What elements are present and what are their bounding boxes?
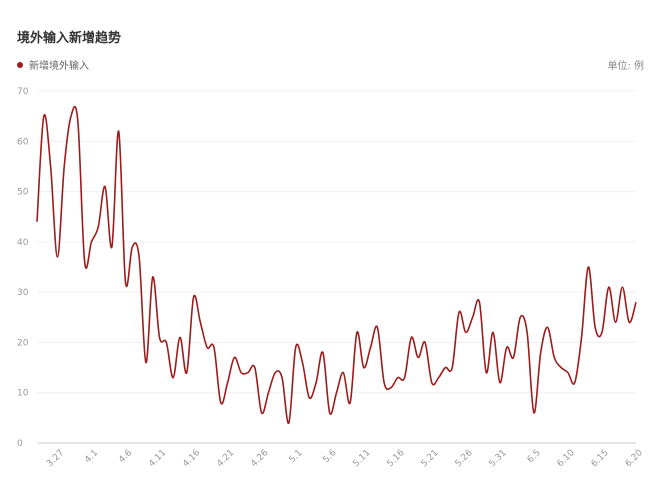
x-tick-label: 4.1 bbox=[83, 448, 100, 465]
x-tick-label: 5.6 bbox=[321, 448, 338, 465]
y-tick-label: 20 bbox=[17, 338, 29, 348]
x-tick-label: 4.11 bbox=[147, 448, 168, 469]
x-tick-label: 5.31 bbox=[488, 448, 509, 469]
x-tick-label: 6.15 bbox=[590, 448, 611, 469]
y-tick-label: 0 bbox=[17, 439, 23, 449]
legend-label: 新增境外输入 bbox=[29, 61, 89, 72]
y-tick-label: 70 bbox=[17, 87, 29, 97]
x-tick-label: 6.20 bbox=[624, 448, 645, 469]
x-tick-label: 3.27 bbox=[45, 448, 66, 469]
x-tick-label: 4.16 bbox=[181, 448, 202, 469]
y-tick-label: 40 bbox=[17, 238, 29, 248]
legend-marker-icon bbox=[17, 61, 23, 68]
y-tick-label: 50 bbox=[17, 188, 29, 198]
y-tick-label: 10 bbox=[17, 389, 29, 399]
x-tick-label: 4.26 bbox=[249, 448, 270, 469]
y-tick-label: 60 bbox=[17, 137, 29, 147]
chart-title: 境外输入新增趋势 bbox=[17, 31, 122, 46]
x-tick-label: 4.21 bbox=[215, 448, 236, 469]
unit-label: 单位: 例 bbox=[607, 61, 644, 72]
x-tick-label: 5.26 bbox=[454, 448, 475, 469]
y-tick-label: 30 bbox=[17, 288, 29, 298]
x-tick-label: 6.10 bbox=[556, 448, 577, 469]
x-tick-label: 5.16 bbox=[385, 448, 406, 469]
x-tick-label: 5.11 bbox=[351, 448, 372, 469]
x-tick-label: 5.1 bbox=[287, 448, 304, 465]
series-line bbox=[36, 105, 637, 424]
legend[interactable]: 新增境外输入 bbox=[17, 57, 89, 72]
x-tick-label: 4.6 bbox=[117, 448, 134, 465]
x-tick-label: 6.5 bbox=[526, 448, 543, 465]
x-tick-label: 5.21 bbox=[419, 448, 440, 469]
